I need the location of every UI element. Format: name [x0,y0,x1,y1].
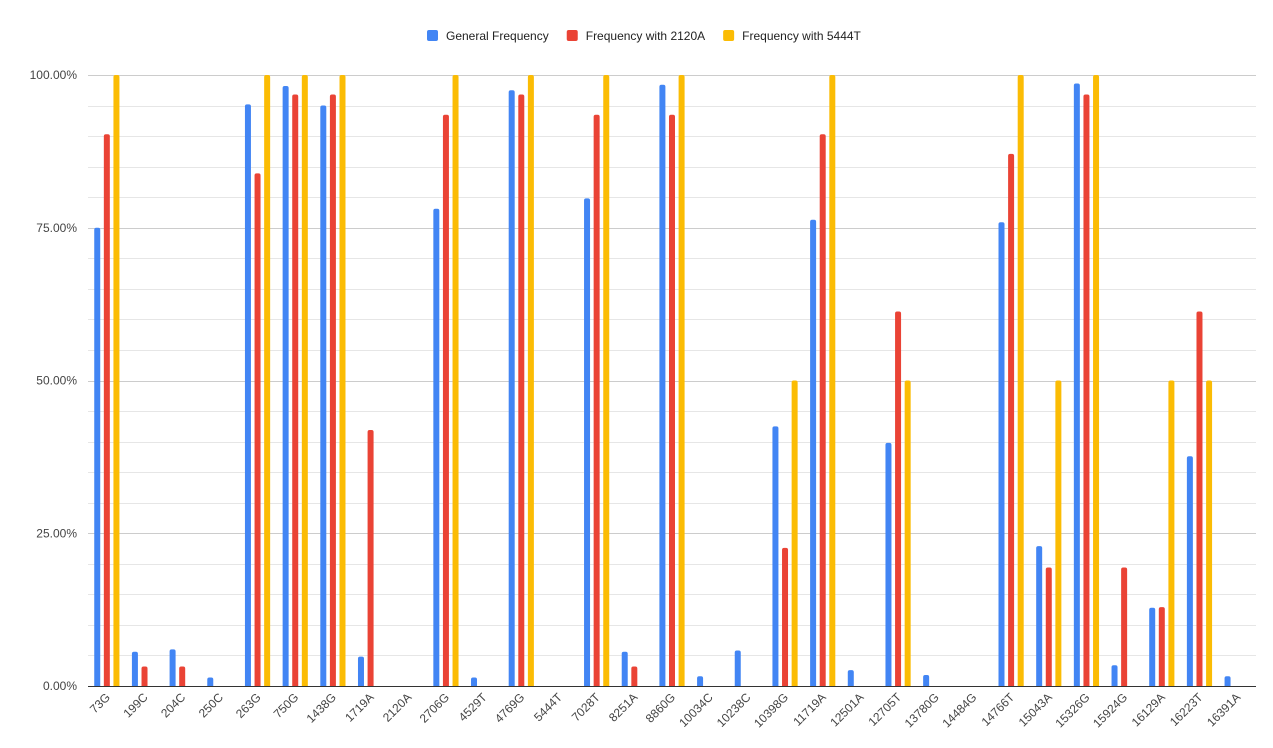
y-tick-label: 50.00% [36,374,77,388]
bar-73G-series-2 [103,134,110,687]
bar-204C-series-2 [179,666,186,686]
bar-16223T-series-3 [1206,380,1213,686]
legend-label: Frequency with 5444T [742,29,861,43]
legend-label: Frequency with 2120A [586,29,705,43]
bar-8251A-series-1 [621,651,628,686]
bar-7028T-series-2 [593,114,600,687]
bar-11719A-series-2 [819,134,826,687]
legend-label: General Frequency [446,29,549,43]
bar-10398G-series-1 [772,426,779,686]
y-tick-label: 75.00% [36,221,77,235]
y-tick-label: 25.00% [36,526,77,540]
bar-73G-series-1 [94,227,101,686]
bar-73G-series-3 [113,75,120,686]
bar-1719A-series-1 [357,656,364,686]
bars [94,75,1231,687]
bar-16129A-series-2 [1158,607,1165,686]
bar-15326G-series-2 [1083,94,1090,686]
bar-7028T-series-1 [584,198,591,686]
bar-15924G-series-1 [1111,665,1118,686]
y-tick-label: 100.00% [30,68,78,82]
bar-10034C-series-1 [697,676,704,686]
bar-263G-series-2 [254,173,261,687]
bar-16129A-series-3 [1168,380,1175,686]
bar-4769G-series-2 [518,94,525,686]
bar-2706G-series-3 [452,75,459,686]
bar-15326G-series-1 [1073,83,1080,686]
bar-12501A-series-1 [847,670,854,686]
bar-8251A-series-2 [631,666,638,686]
y-axis: 0.00% 25.00% 50.00% 75.00% 100.00% [30,68,78,693]
bar-4769G-series-1 [508,90,515,686]
bar-12705T-series-1 [885,442,892,686]
legend-swatch [723,30,735,41]
legend: General Frequency Frequency with 2120A Fre… [427,29,862,43]
legend-item[interactable]: General Frequency [427,29,549,43]
bar-263G-series-1 [244,104,251,686]
bar-1438G-series-1 [320,105,327,687]
bar-7028T-series-3 [603,75,610,686]
bar-2706G-series-2 [442,114,449,687]
bar-8860G-series-1 [659,84,666,686]
legend-item[interactable]: Frequency with 5444T [723,29,862,43]
bar-15043A-series-2 [1045,567,1052,686]
bar-11719A-series-3 [829,75,836,686]
bar-750G-series-2 [292,94,299,686]
legend-swatch [566,30,578,41]
bar-15326G-series-3 [1093,75,1100,686]
bar-11719A-series-1 [810,219,817,686]
bar-15043A-series-3 [1055,380,1062,686]
bar-12705T-series-3 [904,380,911,686]
bar-14766T-series-1 [998,222,1005,686]
bar-750G-series-3 [301,75,308,686]
bar-1438G-series-2 [329,94,336,686]
bar-13780G-series-1 [923,675,930,686]
bar-16129A-series-1 [1149,607,1156,686]
bar-15924G-series-2 [1121,567,1128,686]
bar-263G-series-3 [264,75,271,686]
bar-250C-series-1 [207,677,214,686]
bar-14766T-series-2 [1008,153,1015,687]
bar-16223T-series-1 [1186,456,1193,686]
bar-750G-series-1 [282,85,289,687]
bar-10398G-series-2 [782,547,789,686]
bar-4529T-series-1 [471,677,478,686]
bar-10398G-series-3 [791,380,798,686]
bar-4769G-series-3 [527,75,534,686]
bar-199C-series-2 [141,666,148,686]
legend-swatch [427,30,438,41]
bar-14766T-series-3 [1017,75,1024,686]
bar-15043A-series-1 [1036,546,1043,686]
bar-199C-series-1 [131,651,138,686]
bar-8860G-series-2 [669,114,675,687]
legend-item[interactable]: Frequency with 2120A [566,29,705,43]
bar-16223T-series-2 [1196,311,1203,686]
bar-2706G-series-1 [433,208,440,686]
bar-1719A-series-2 [367,429,374,686]
bar-16391A-series-1 [1224,676,1231,686]
bar-10238C-series-1 [734,650,741,686]
bar-204C-series-1 [169,649,176,686]
bar-8860G-series-3 [678,75,685,686]
y-tick-label: 0.00% [43,679,77,693]
bar-12705T-series-2 [895,311,902,686]
bar-1438G-series-3 [339,75,346,686]
